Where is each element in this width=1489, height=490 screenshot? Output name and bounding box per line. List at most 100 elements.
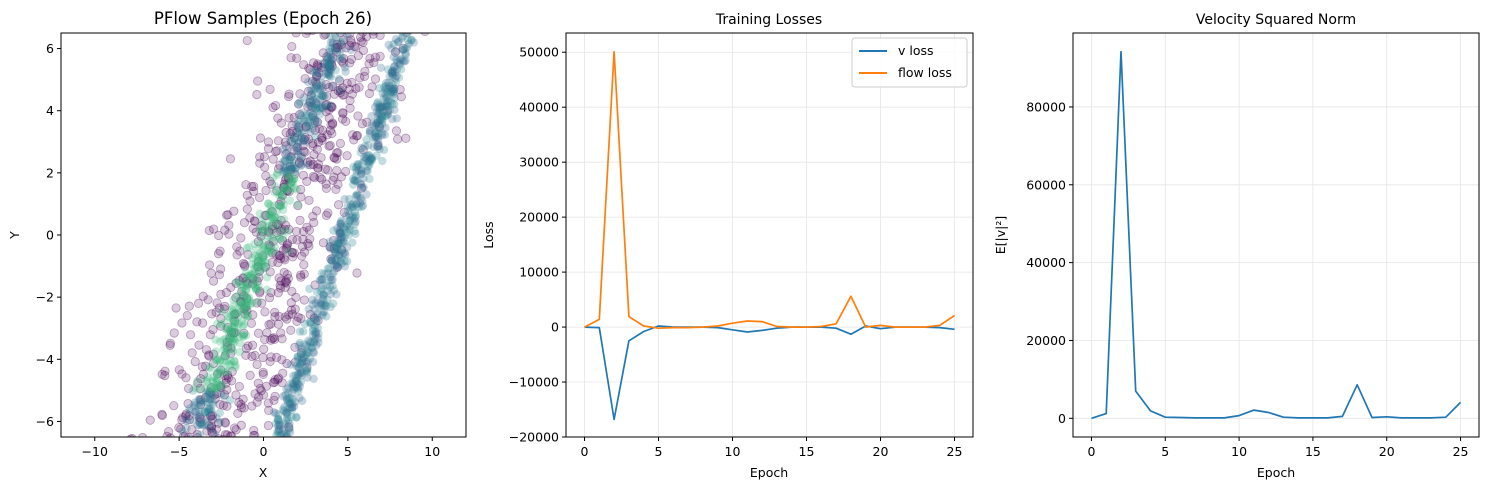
scatter-point <box>265 226 274 236</box>
scatter-point <box>284 310 294 320</box>
scatter-point <box>272 186 282 196</box>
scatter-point <box>300 74 310 84</box>
scatter-point <box>270 201 279 210</box>
scatter-point <box>388 80 397 89</box>
scatter-point <box>377 128 387 138</box>
scatter-point <box>274 417 283 427</box>
scatter-point <box>208 349 219 359</box>
scatter-point <box>294 115 303 125</box>
scatter-point <box>279 163 289 173</box>
scatter-point <box>212 298 222 308</box>
scatter-point <box>271 249 281 259</box>
scatter-point <box>302 110 311 120</box>
scatter-point <box>302 341 312 350</box>
scatter-point <box>323 264 333 273</box>
scatter-point <box>307 102 317 112</box>
scatter-point <box>329 241 339 250</box>
scatter-point <box>276 234 285 244</box>
scatter-point <box>230 327 240 338</box>
scatter-point <box>204 407 213 417</box>
scatter-point <box>214 364 223 374</box>
scatter-point <box>344 210 354 219</box>
scatter-point <box>284 187 294 197</box>
scatter-point <box>354 165 364 175</box>
scatter-point <box>364 151 374 160</box>
scatter-point <box>296 152 306 163</box>
scatter-point <box>299 114 308 123</box>
scatter-point <box>296 156 305 165</box>
scatter-point <box>292 128 302 138</box>
scatter-point <box>241 285 251 294</box>
scatter-point <box>282 358 292 369</box>
scatter-point <box>267 207 277 217</box>
scatter-point <box>214 270 225 280</box>
scatter-point <box>398 43 408 54</box>
scatter-point <box>216 289 226 300</box>
scatter-point <box>317 78 326 88</box>
scatter-point <box>281 163 290 172</box>
scatter-point <box>357 165 366 175</box>
scatter-point <box>313 163 323 174</box>
scatter-point <box>323 208 333 218</box>
scatter-point <box>221 350 230 360</box>
scatter-point <box>178 412 188 423</box>
scatter-point <box>294 363 303 372</box>
scatter-point <box>196 397 205 406</box>
scatter-point <box>326 59 337 69</box>
y-tick-label: −6 <box>36 414 54 429</box>
scatter-point <box>322 62 332 71</box>
scatter-point <box>313 313 322 322</box>
scatter-point <box>181 409 191 419</box>
scatter-point <box>323 269 332 278</box>
scatter-point <box>205 362 214 372</box>
scatter-point <box>332 45 341 55</box>
scatter-point <box>236 301 245 310</box>
scatter-point <box>308 211 318 221</box>
scatter-point <box>368 33 378 39</box>
scatter-point <box>383 84 392 93</box>
scatter-point <box>360 66 370 77</box>
scatter-point <box>382 106 392 116</box>
scatter-point <box>230 336 239 346</box>
scatter-point <box>287 234 298 245</box>
scatter-point <box>285 419 294 429</box>
scatter-point <box>340 194 349 204</box>
scatter-point <box>255 226 265 236</box>
scatter-point <box>278 245 289 255</box>
scatter-point <box>373 115 382 125</box>
scatter-point <box>320 33 331 39</box>
scatter-point <box>296 360 305 369</box>
scatter-point <box>299 136 308 146</box>
scatter-point <box>285 425 294 434</box>
scatter-point <box>274 200 284 210</box>
scatter-point <box>317 174 327 184</box>
scatter-point <box>309 374 318 384</box>
scatter-point <box>203 295 213 305</box>
scatter-point <box>259 241 268 250</box>
loss-lines <box>584 50 955 421</box>
scatter-point <box>307 86 317 96</box>
scatter-point <box>313 334 323 343</box>
scatter-point <box>325 33 334 40</box>
scatter-point <box>181 411 191 421</box>
scatter-point <box>182 310 192 321</box>
scatter-point <box>388 68 397 78</box>
scatter-point <box>289 146 299 156</box>
scatter-point <box>280 137 290 147</box>
scatter-point <box>313 137 324 147</box>
scatter-point <box>258 215 267 224</box>
scatter-point <box>295 359 305 369</box>
scatter-point <box>317 102 327 112</box>
scatter-point <box>281 173 291 184</box>
scatter-point <box>375 144 384 154</box>
scatter-point <box>220 370 230 381</box>
scatter-point <box>311 83 321 92</box>
scatter-point <box>277 355 287 365</box>
scatter-point <box>283 172 294 183</box>
scatter-point <box>380 102 390 112</box>
scatter-point <box>321 69 331 79</box>
scatter-point <box>216 417 225 427</box>
scatter-point <box>311 132 320 142</box>
scatter-point <box>272 227 282 238</box>
scatter-point <box>321 100 331 111</box>
